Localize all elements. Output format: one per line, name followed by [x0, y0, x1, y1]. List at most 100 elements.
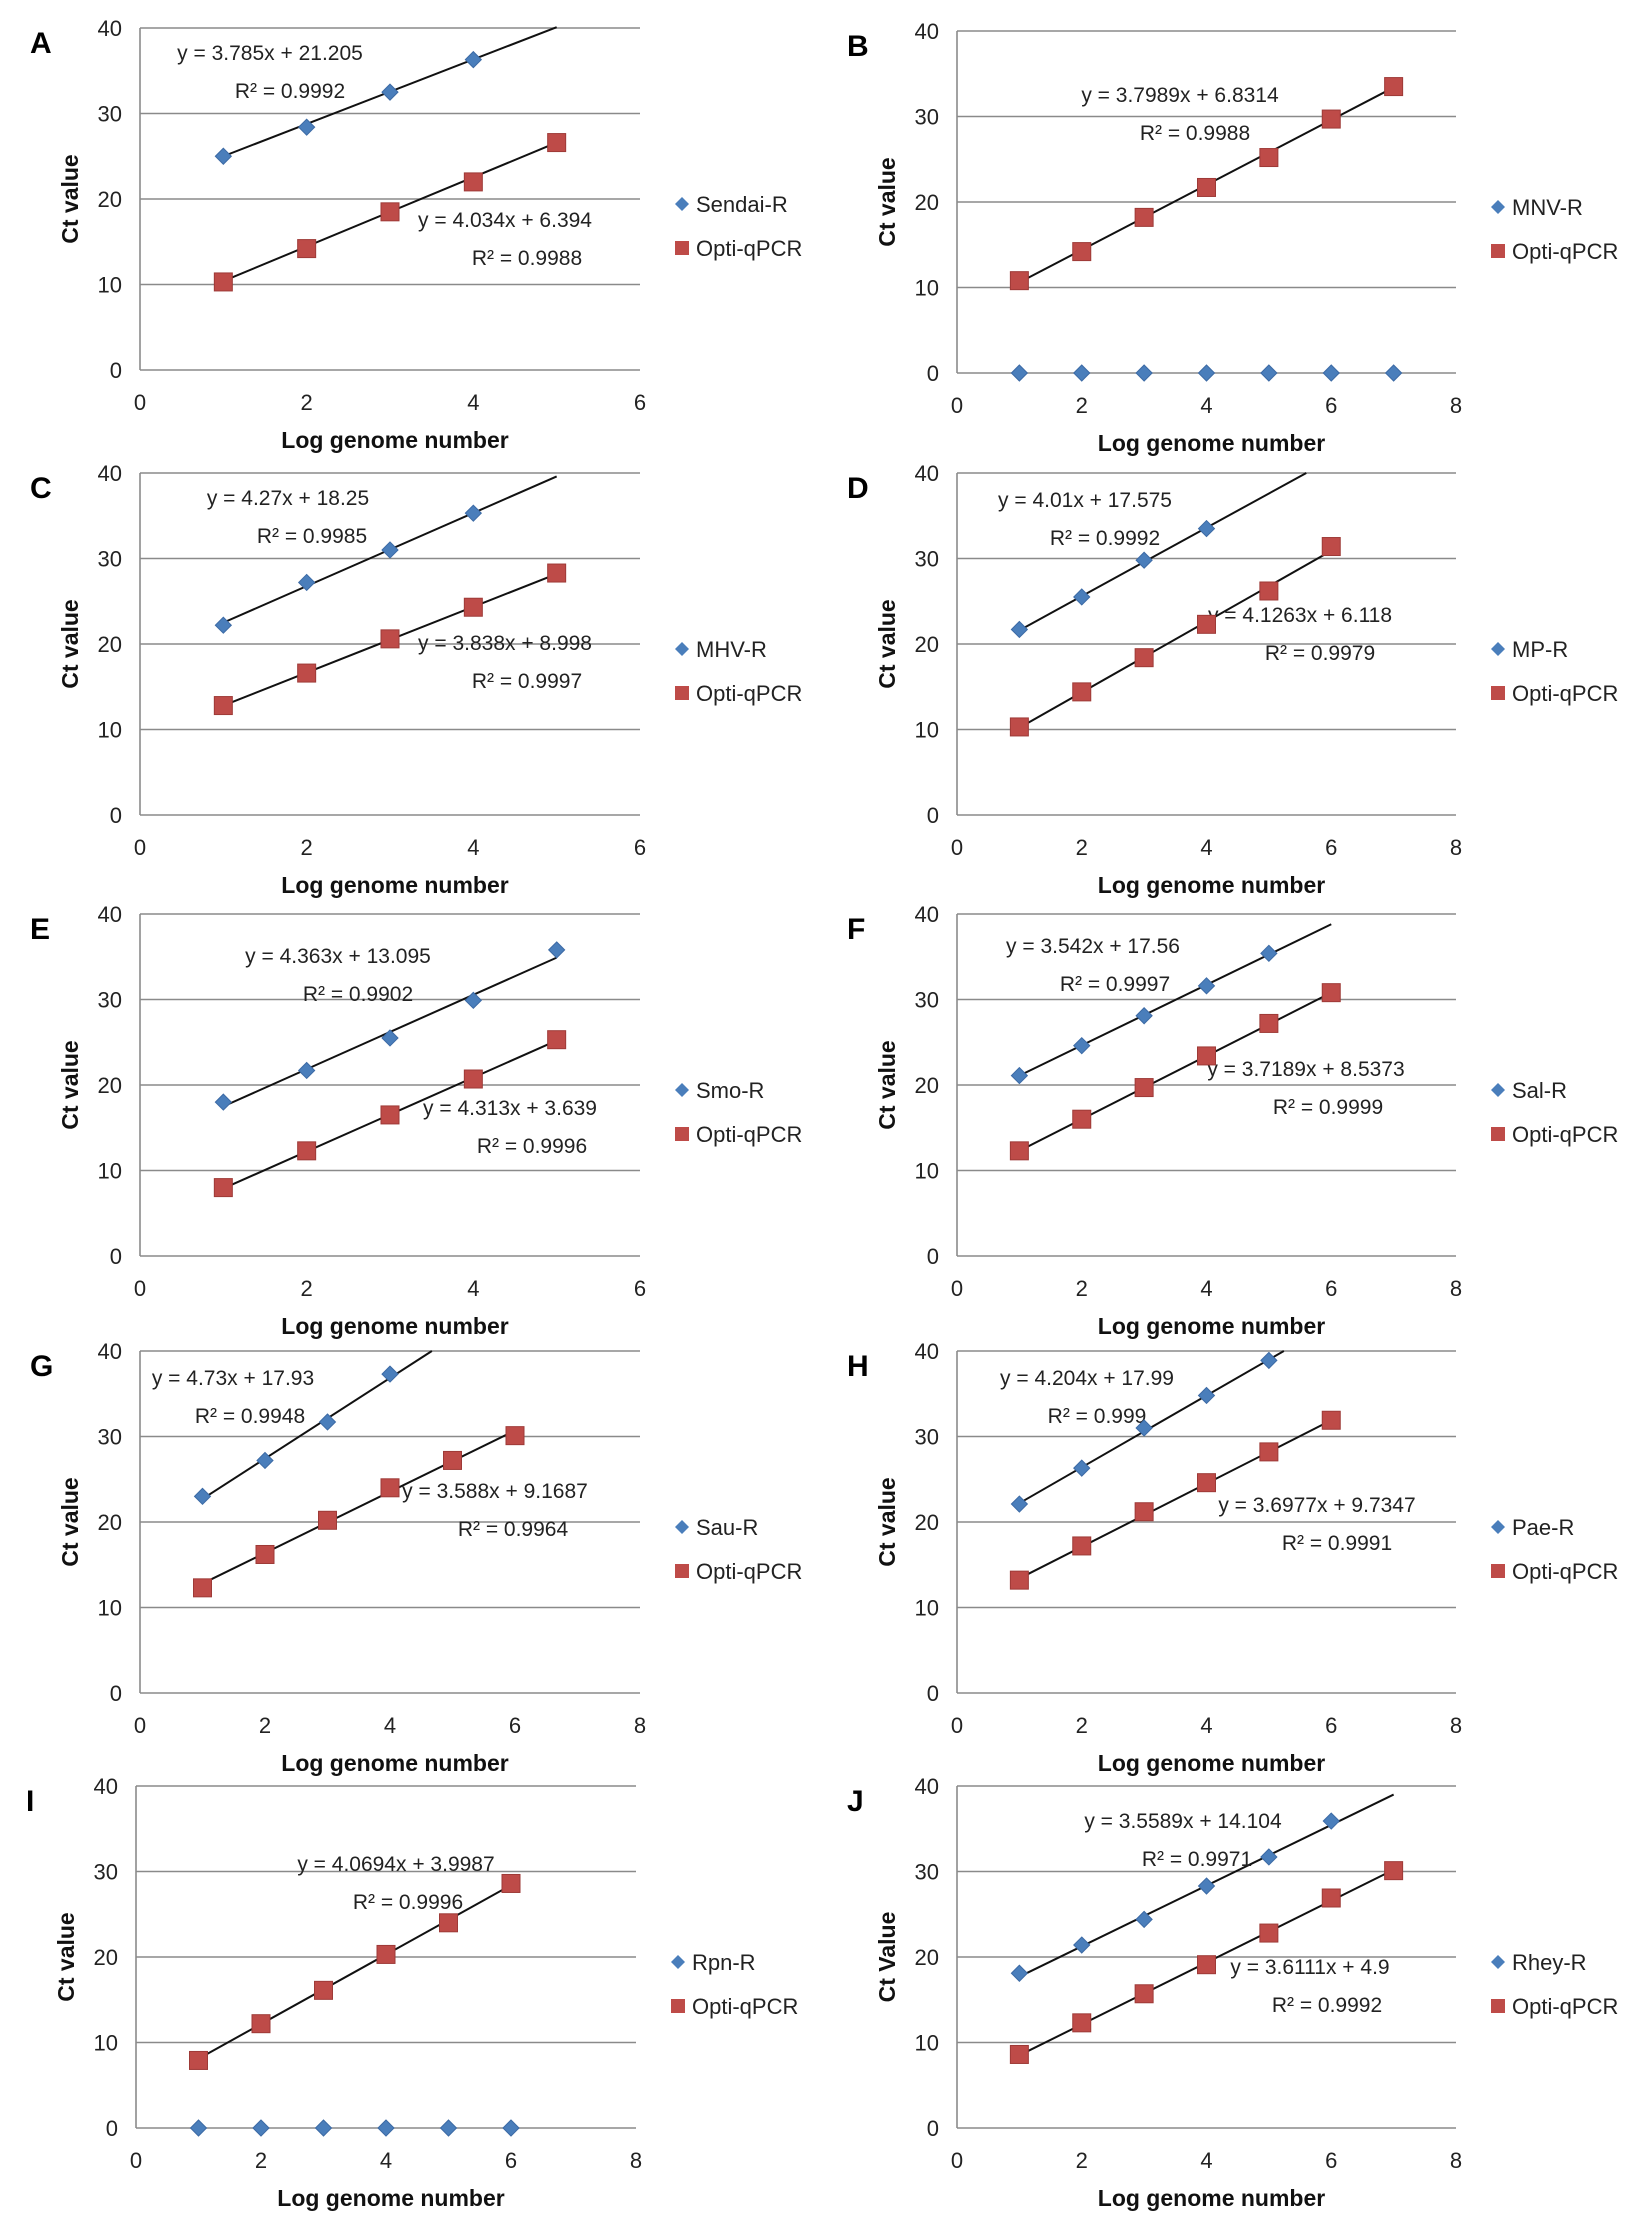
panel-f-point-target — [1197, 977, 1216, 995]
panel-f-x-tick-label: 0 — [951, 1276, 963, 1301]
panel-a-y-tick-label: 20 — [98, 187, 122, 212]
panel-i-point-target — [314, 2119, 333, 2137]
panel-e-y-tick-label: 40 — [98, 902, 122, 927]
panel-f-x-tick-label: 4 — [1200, 1276, 1212, 1301]
panel-g: G 0 10 20 30 40 0 2 4 6 8 Log genome number Ct value… — [30, 1339, 802, 1776]
panel-d-point-opti-qpcr — [1134, 648, 1154, 668]
panel-c-point-target — [464, 504, 483, 522]
panel-i-point-opti-qpcr — [251, 2014, 271, 2034]
panel-c-point-opti-qpcr — [547, 563, 567, 583]
panel-j-legend-label: Opti-qPCR — [1512, 1994, 1618, 2019]
panel-j-x-axis-title: Log genome number — [1098, 2185, 1326, 2211]
panel-a-label: A — [30, 27, 52, 60]
panel-j-point-opti-qpcr — [1134, 1984, 1154, 2004]
panel-c-legend-marker-diamond — [675, 642, 689, 656]
panel-g-legend-marker-square — [675, 1564, 689, 1578]
panel-f-point-opti-qpcr — [1197, 1046, 1216, 1066]
panel-c-x-tick-label: 6 — [634, 835, 646, 860]
panel-e-point-opti-qpcr — [463, 1069, 483, 1089]
panel-b-point-target — [1073, 364, 1091, 382]
panel-e-point-opti-qpcr — [380, 1105, 400, 1125]
panel-e-y-tick-label: 20 — [98, 1073, 122, 1098]
panel-d-x-axis-title: Log genome number — [1098, 872, 1326, 898]
panel-g-x-tick-label: 8 — [634, 1713, 646, 1738]
panel-f-legend-label: Sal-R — [1512, 1078, 1567, 1103]
panel-f-legend-marker-diamond — [1491, 1083, 1505, 1097]
panel-b-x-tick-label: 6 — [1325, 393, 1337, 418]
panel-h-trendline-opti-qpcr — [1018, 1419, 1332, 1580]
panel-g-y-tick-label: 0 — [110, 1681, 122, 1706]
panel-a-r-squared: R² = 0.9992 — [235, 80, 345, 103]
panel-e-x-tick-label: 0 — [134, 1276, 146, 1301]
panel-e-point-target — [381, 1029, 399, 1047]
panel-i-y-tick-label: 0 — [106, 2116, 118, 2141]
panel-d-x-tick-label: 8 — [1450, 835, 1462, 860]
panel-j-point-opti-qpcr — [1321, 1888, 1341, 1908]
panel-b: B 0 10 20 30 40 0 2 4 6 8 Log genome number Ct value… — [847, 19, 1618, 456]
panel-c-y-axis-title: Ct value — [57, 599, 83, 688]
panel-b-point-target — [1197, 364, 1216, 382]
panel-a-point-opti-qpcr — [380, 202, 400, 222]
panel-b-y-tick-label: 10 — [915, 276, 939, 301]
panel-j-legend-marker-square — [1491, 1999, 1505, 2013]
panel-h-point-target — [1010, 1495, 1029, 1513]
panel-d-point-target — [1073, 588, 1091, 606]
panel-i-point-opti-qpcr — [501, 1873, 521, 1893]
panel-a-point-opti-qpcr — [297, 239, 317, 259]
panel-e-y-tick-label: 30 — [98, 988, 122, 1013]
panel-b-legend-marker-diamond — [1491, 200, 1505, 214]
panel-g-point-opti-qpcr — [505, 1426, 525, 1446]
panel-i-y-tick-label: 30 — [94, 1860, 118, 1885]
panel-a-x-tick-label: 4 — [467, 390, 479, 415]
panel-b-y-tick-label: 30 — [915, 105, 939, 130]
panel-f-point-opti-qpcr — [1072, 1109, 1092, 1129]
panel-e-equation: y = 4.313x + 3.639 — [423, 1097, 597, 1120]
panel-j-label: J — [847, 1785, 864, 1818]
panel-g-r-squared: R² = 0.9948 — [195, 1405, 305, 1428]
panel-a-legend-marker-square — [675, 241, 689, 255]
panel-g-x-tick-label: 4 — [384, 1713, 396, 1738]
panel-i-point-target — [377, 2119, 395, 2137]
panel-c-r-squared: R² = 0.9985 — [257, 525, 367, 548]
panel-c-label: C — [30, 472, 52, 505]
panel-d-legend-label: Opti-qPCR — [1512, 681, 1618, 706]
panel-b-x-tick-label: 0 — [951, 393, 963, 418]
panel-d-point-opti-qpcr — [1197, 614, 1216, 634]
panel-f-y-tick-label: 20 — [915, 1073, 939, 1098]
panel-d-r-squared: R² = 0.9992 — [1050, 527, 1160, 550]
panel-i-y-tick-label: 40 — [94, 1774, 118, 1799]
panel-g-x-axis-title: Log genome number — [281, 1750, 509, 1776]
panel-f-equation: y = 3.7189x + 8.5373 — [1207, 1058, 1404, 1081]
panel-f-trendline-target — [1018, 923, 1332, 1077]
panel-f-legend-label: Opti-qPCR — [1512, 1122, 1618, 1147]
panel-d-equation: y = 4.01x + 17.575 — [998, 489, 1172, 512]
panel-i-y-axis-title: Ct value — [53, 1912, 79, 2001]
panel-j-y-axis-title: Ct Value — [874, 1912, 900, 2003]
panel-h-x-tick-label: 2 — [1076, 1713, 1088, 1738]
panel-c-point-target — [381, 541, 399, 559]
panel-h-y-tick-label: 10 — [915, 1596, 939, 1621]
panel-h-legend-marker-diamond — [1491, 1520, 1505, 1534]
panel-a-y-tick-label: 40 — [98, 16, 122, 41]
panel-j: J 0 10 20 30 40 0 2 4 6 8 Log genome number Ct Value… — [847, 1774, 1618, 2211]
panel-g-y-tick-label: 30 — [98, 1425, 122, 1450]
panel-a-legend-label: Sendai-R — [696, 192, 788, 217]
panel-i-x-tick-label: 8 — [630, 2148, 642, 2173]
panel-g-point-target — [193, 1487, 212, 1506]
panel-d-legend-label: MP-R — [1512, 637, 1568, 662]
panel-c: C 0 10 20 30 40 0 2 4 6 Log genome number Ct value y… — [30, 461, 802, 898]
panel-d-y-tick-label: 10 — [915, 718, 939, 743]
panel-i-point-target — [439, 2119, 458, 2137]
panel-b-y-tick-label: 40 — [915, 19, 939, 44]
panel-g-y-tick-label: 20 — [98, 1510, 122, 1535]
panel-f-x-axis-title: Log genome number — [1098, 1313, 1326, 1339]
panel-e-legend-label: Opti-qPCR — [696, 1122, 802, 1147]
panel-g-x-tick-label: 2 — [259, 1713, 271, 1738]
panel-j-equation: y = 3.6111x + 4.9 — [1230, 1956, 1389, 1979]
panel-e-x-tick-label: 2 — [301, 1276, 313, 1301]
panel-h-legend-marker-square — [1491, 1564, 1505, 1578]
panel-c-y-tick-label: 30 — [98, 547, 122, 572]
panel-h-point-opti-qpcr — [1009, 1570, 1029, 1590]
panel-g-label: G — [30, 1350, 53, 1383]
